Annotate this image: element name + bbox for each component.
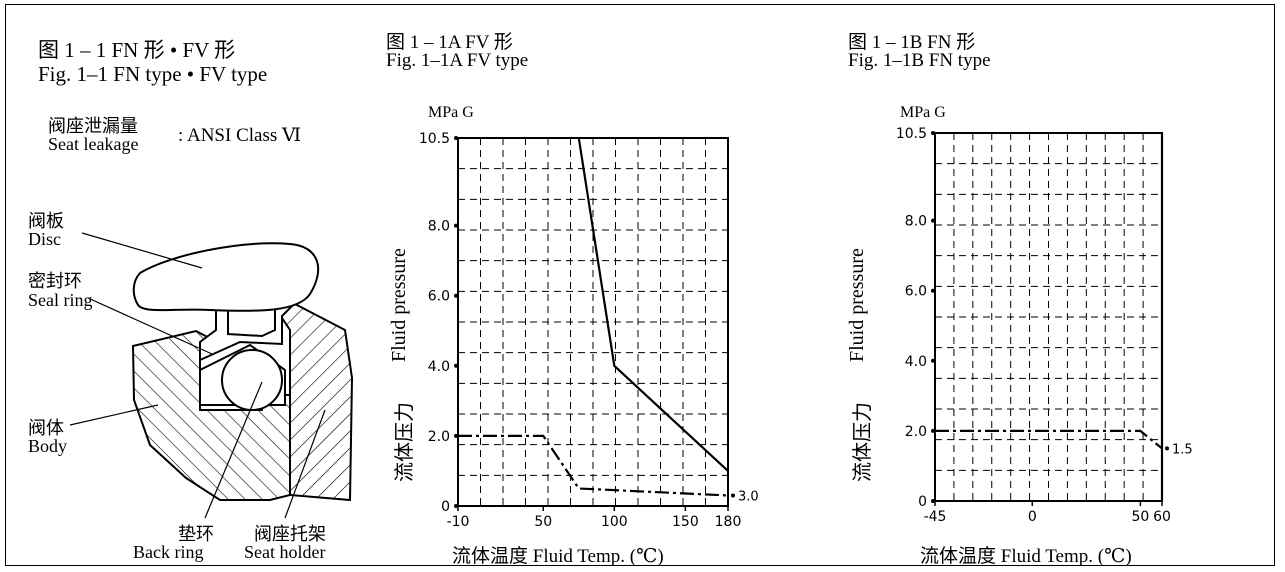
chart-b-xtick-label: 60 [1153,509,1171,525]
chart-b-ytick-label: 2.0 [905,424,927,440]
chart-a-ytick-label: 10.5 [419,131,450,147]
chart-a-series-0-line [577,137,729,472]
chart-a-ytick-label: 6.0 [428,289,450,305]
chart-b-ytick-label: 0 [918,494,927,510]
figure-title-en: Fig. 1–1 FN type • FV type [38,62,268,86]
chart-a-ytick-label: 2.0 [428,429,450,445]
figure-frame [5,4,1275,566]
chart-a-ytick-dot [454,504,458,508]
seat-leakage-label-cn: 阀座泄漏量 [48,116,138,136]
chart-a-annotation-label: 3.0 [738,489,759,504]
seat-holder-shape [276,302,354,502]
seal-ring-label-cn: 密封环 [28,271,82,291]
body-label-cn: 阀体 [28,418,64,438]
chart-b-xtick-label: 50 [1131,509,1149,525]
seal-ring-shape [199,297,295,362]
back-ring-circle [221,349,283,411]
chart-a-title-en: Fig. 1–1A FV type [386,50,529,71]
chart-b-ytick-dot [931,131,935,135]
disc-shape [132,242,320,312]
chart-b-annotation-dot [1165,446,1169,451]
seat-leakage-label-en: Seat leakage [48,134,139,154]
figure-title-cn: 图 1 – 1 FN 形 • FV 形 [38,38,236,62]
chart-a-xtick-label: 50 [534,514,552,530]
chart-a-ytick-dot [454,293,458,298]
chart-b-title-cn: 图 1 – 1B FN 形 [848,32,976,53]
chart-b-annotation-label: 1.5 [1172,442,1193,457]
body-label-en: Body [28,436,68,456]
chart-b-ytick-dot [931,358,935,363]
chart-a-ytick-label: 8.0 [428,219,450,235]
chart-a-ytick-dot [454,223,458,228]
disc-label-cn: 阀板 [28,211,64,231]
chart-b-xlabel: 流体温度 Fluid Temp. (℃) [920,546,1132,567]
seat-leakage-value: : ANSI Class Ⅵ [178,125,302,146]
chart-a-xlabel: 流体温度 Fluid Temp. (℃) [452,546,664,567]
chart-a-ytick-dot [454,433,458,438]
seat-holder-label-cn: 阀座托架 [254,524,326,544]
chart-b-xtick-label: 0 [1028,509,1037,525]
chart-b-ytick-label: 4.0 [905,354,927,370]
chart-a-frame [457,137,729,507]
chart-a-xtick-label: 180 [715,514,742,530]
chart-a-xtick-label: -10 [447,514,470,530]
seal-ring-label-en: Seal ring [28,290,93,310]
chart-b-unit: MPa G [900,104,946,121]
back-ring-label-en: Back ring [133,542,204,562]
chart-b-ytick-label: 6.0 [905,284,927,300]
chart-a-xtick-label: 100 [601,514,628,530]
chart-b-ytick-dot [931,218,935,223]
chart-b-ytick-label: 10.5 [896,126,927,142]
chart-a-title-cn: 图 1 – 1A FV 形 [386,32,513,53]
chart-b-series-1-line [935,429,1163,450]
chart-b-ytick-label: 8.0 [905,214,927,230]
chart-b-ytick-dot [931,499,935,503]
chart-a-ytick-dot [454,136,458,140]
chart-a-ytick-dot [454,363,458,368]
back-ring-label-cn: 垫环 [178,524,214,544]
disc-label-en: Disc [28,229,61,249]
chart-a-ytick-label: 0 [441,499,450,515]
chart-a-xtick-label: 150 [672,514,699,530]
chart-b-xtick-label: -45 [924,509,947,525]
seat-holder-label-en: Seat holder [244,542,326,562]
chart-a-unit: MPa G [428,104,474,121]
chart-b-ytick-dot [931,288,935,293]
chart-b-title-en: Fig. 1–1B FN type [848,50,991,71]
chart-a-annotation-dot [731,493,735,498]
chart-b-ytick-dot [931,428,935,433]
chart-a-ytick-label: 4.0 [428,359,450,375]
